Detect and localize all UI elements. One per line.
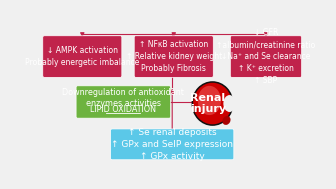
Text: ↑ Se renal deposits
↑ GPx and SelP expression
↑ GPx activity: ↑ Se renal deposits ↑ GPx and SelP expre… (111, 128, 233, 161)
FancyBboxPatch shape (230, 36, 302, 77)
FancyBboxPatch shape (76, 86, 171, 118)
FancyBboxPatch shape (43, 36, 122, 77)
Ellipse shape (198, 86, 221, 115)
Text: ↑ NFκB activation
↑ Relative kidney weight
Probably Fibrosis: ↑ NFκB activation ↑ Relative kidney weig… (126, 40, 222, 73)
FancyBboxPatch shape (111, 129, 234, 160)
Text: Renal
injury: Renal injury (190, 93, 226, 114)
Ellipse shape (193, 83, 232, 124)
Ellipse shape (192, 81, 234, 126)
Text: ↓ GFR
↑albumin/creatinine ratio
↓Na⁺ and Se clearance
↑ K⁺ excretion
↑ SBP: ↓ GFR ↑albumin/creatinine ratio ↓Na⁺ and… (216, 29, 316, 85)
Text: LIPID OXIDATION: LIPID OXIDATION (90, 105, 156, 114)
FancyBboxPatch shape (134, 36, 213, 77)
Text: Downregulation of antioxidant
enzymes activities: Downregulation of antioxidant enzymes ac… (62, 88, 184, 108)
Text: ↓ AMPK activation
Probably energetic imbalance: ↓ AMPK activation Probably energetic imb… (25, 46, 139, 67)
Ellipse shape (222, 116, 230, 125)
Ellipse shape (223, 95, 236, 112)
